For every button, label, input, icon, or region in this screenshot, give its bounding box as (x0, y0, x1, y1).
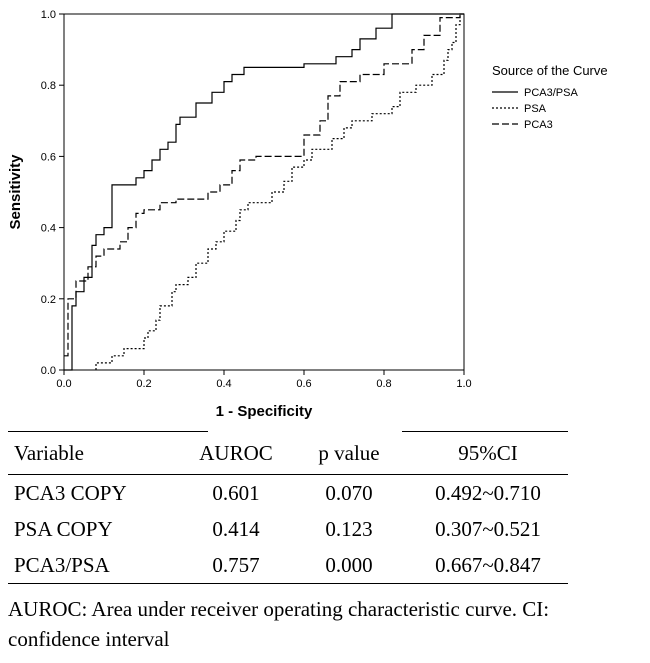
y-tick-label: 0.4 (41, 223, 56, 235)
table-top-rule-left (8, 431, 208, 432)
cell-auroc: 0.757 (212, 552, 260, 577)
legend-label: PCA3/PSA (524, 87, 578, 99)
x-tick-label: 0.0 (56, 378, 71, 390)
y-tick-label: 0.0 (41, 365, 56, 377)
cell-ci: 0.492~0.710 (435, 480, 541, 505)
x-tick-label: 0.4 (216, 378, 231, 390)
cell-ci: 0.667~0.847 (435, 552, 541, 577)
header-p-value: p value (318, 440, 380, 465)
y-axis-label: Sensitivity (7, 154, 24, 230)
y-tick-label: 0.2 (41, 294, 56, 306)
header-variable: Variable (14, 440, 84, 465)
table-row: PSA COPY 0.414 0.123 0.307~0.521 (8, 511, 568, 547)
table-row: PCA3/PSA 0.757 0.000 0.667~0.847 (8, 547, 568, 584)
cell-variable: PCA3 COPY (14, 480, 127, 505)
table-top-rule-right (402, 431, 568, 432)
auroc-table: Variable AUROC p value 95%CI PCA3 COPY 0… (8, 432, 568, 584)
series-line-psa (95, 13, 464, 370)
cell-variable: PSA COPY (14, 516, 113, 541)
roc-chart: 0.0 0.2 0.4 0.6 0.8 1.0 0.0 0.2 0.4 0.6 0.8 1.0 1 - … (7, 9, 608, 420)
table-footnote: AUROC: Area under receiver operating cha… (8, 597, 550, 651)
legend-label: PCA3 (524, 119, 553, 131)
cell-auroc: 0.414 (212, 516, 260, 541)
x-tick-label: 0.6 (296, 378, 311, 390)
cell-auroc: 0.601 (212, 480, 260, 505)
cell-variable: PCA3/PSA (14, 552, 110, 577)
cell-ci: 0.307~0.521 (435, 516, 541, 541)
table-header-row: Variable AUROC p value 95%CI (8, 432, 568, 475)
y-tick-label: 0.6 (41, 151, 56, 163)
legend-title: Source of the Curve (492, 63, 608, 78)
y-tick-label: 1.0 (41, 9, 56, 21)
header-ci: 95%CI (458, 440, 518, 465)
cell-p-value: 0.000 (325, 552, 373, 577)
x-axis-label: 1 - Specificity (216, 403, 313, 420)
series-line-pca3 (64, 13, 464, 357)
cell-p-value: 0.070 (325, 480, 373, 505)
table-row: PCA3 COPY 0.601 0.070 0.492~0.710 (8, 475, 568, 512)
plot-frame (63, 13, 465, 371)
x-tick-label: 1.0 (456, 378, 471, 390)
cell-p-value: 0.123 (325, 516, 373, 541)
legend-label: PSA (524, 103, 547, 115)
x-tick-label: 0.8 (376, 378, 391, 390)
x-tick-label: 0.2 (136, 378, 151, 390)
y-tick-label: 0.8 (41, 80, 56, 92)
series-line-pca3-psa (64, 13, 464, 371)
header-auroc: AUROC (199, 440, 273, 465)
